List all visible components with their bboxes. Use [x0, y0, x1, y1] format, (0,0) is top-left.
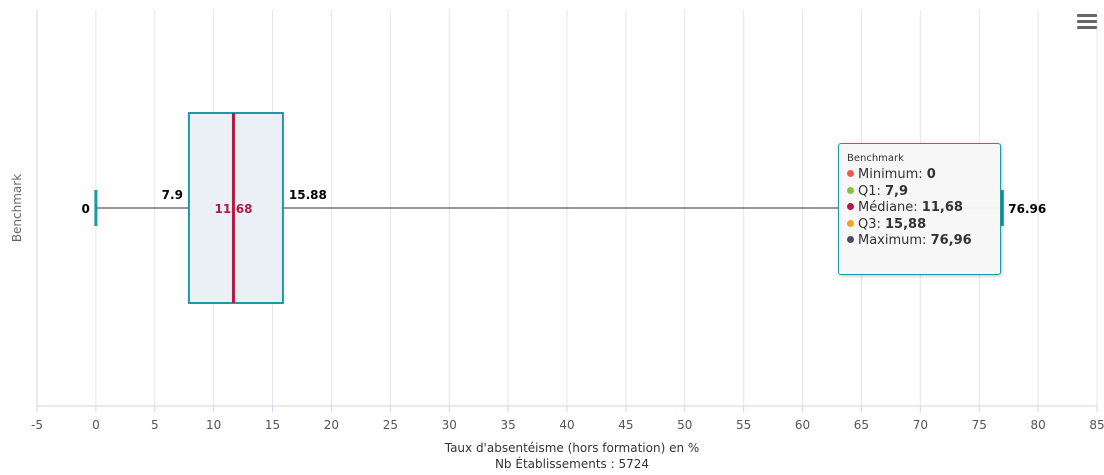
legend-dot-icon: [847, 219, 854, 227]
x-tick-label: 60: [795, 418, 810, 432]
tooltip-row-label: Minimum:: [858, 167, 927, 182]
x-tick-label: 80: [1030, 418, 1045, 432]
x-axis-subtitle: Nb Établissements : 5724: [494, 457, 650, 471]
tooltip: Benchmark Minimum: 0 Q1: 7,9 Médiane: 11,6…: [838, 143, 1001, 275]
data-label-median: 11.68: [214, 202, 252, 216]
x-tick-label: 5: [151, 418, 159, 432]
x-tick-label: 10: [206, 418, 221, 432]
x-tick-label: 20: [324, 418, 339, 432]
data-label-q3: 15.88: [289, 188, 327, 202]
data-label-min: 0: [82, 202, 90, 216]
data-label-q1: 7.9: [162, 188, 183, 202]
tooltip-row: Minimum: 0: [847, 167, 992, 184]
tooltip-row-label: Maximum:: [858, 233, 931, 248]
tooltip-row-label: Q3:: [858, 216, 886, 232]
x-tick-label: 70: [913, 418, 928, 432]
x-tick-label: 40: [559, 418, 574, 432]
tooltip-row-value: 76,96: [930, 233, 972, 248]
tooltip-row: Médiane: 11,68: [847, 200, 992, 217]
legend-dot-icon: [847, 236, 854, 243]
x-tick-label: -5: [31, 418, 43, 432]
tooltip-row-value: 7,9: [885, 183, 909, 199]
x-tick-label: 0: [92, 418, 100, 432]
x-tick-label: 15: [265, 418, 280, 432]
x-tick-label: 30: [442, 418, 457, 432]
tooltip-row-value: 0: [926, 167, 936, 182]
box-iqr: [187, 112, 284, 304]
x-tick-label: 75: [972, 418, 987, 432]
x-axis-title: Taux d'absentéisme (hors formation) en %: [444, 441, 700, 455]
x-tick-label: 35: [500, 418, 515, 432]
tooltip-row-label: Q1:: [858, 183, 886, 199]
x-axis: -5 0 5 10 15 20 25 30 35 40 45 50 55 60 65 70 75 80 85: [31, 10, 1104, 432]
tooltip-row-label: Médiane:: [858, 200, 922, 215]
tooltip-title: Benchmark: [847, 153, 904, 164]
plot-area: 0 7.9 11.68 15.88 76.96: [82, 112, 1046, 304]
tooltip-row-value: 15,88: [885, 216, 927, 232]
tooltip-row-value: 11,68: [921, 200, 963, 215]
hamburger-menu-icon[interactable]: [1077, 14, 1097, 32]
tooltip-row: Q3: 15,88: [847, 217, 992, 234]
legend-dot-icon: [847, 170, 854, 177]
x-tick-label: 55: [736, 418, 751, 432]
tooltip-row: Q1: 7,9: [847, 184, 992, 201]
y-axis-title: Benchmark: [10, 173, 24, 243]
tooltip-row: Maximum: 76,96: [847, 233, 992, 250]
data-label-max: 76.96: [1008, 202, 1046, 216]
legend-dot-icon: [847, 203, 854, 210]
x-tick-label: 25: [383, 418, 398, 432]
x-tick-label: 50: [677, 418, 692, 432]
x-tick-label: 45: [618, 418, 633, 432]
x-tick-label: 65: [854, 418, 869, 432]
legend-dot-icon: [847, 186, 854, 194]
x-tick-label: 85: [1089, 418, 1104, 432]
